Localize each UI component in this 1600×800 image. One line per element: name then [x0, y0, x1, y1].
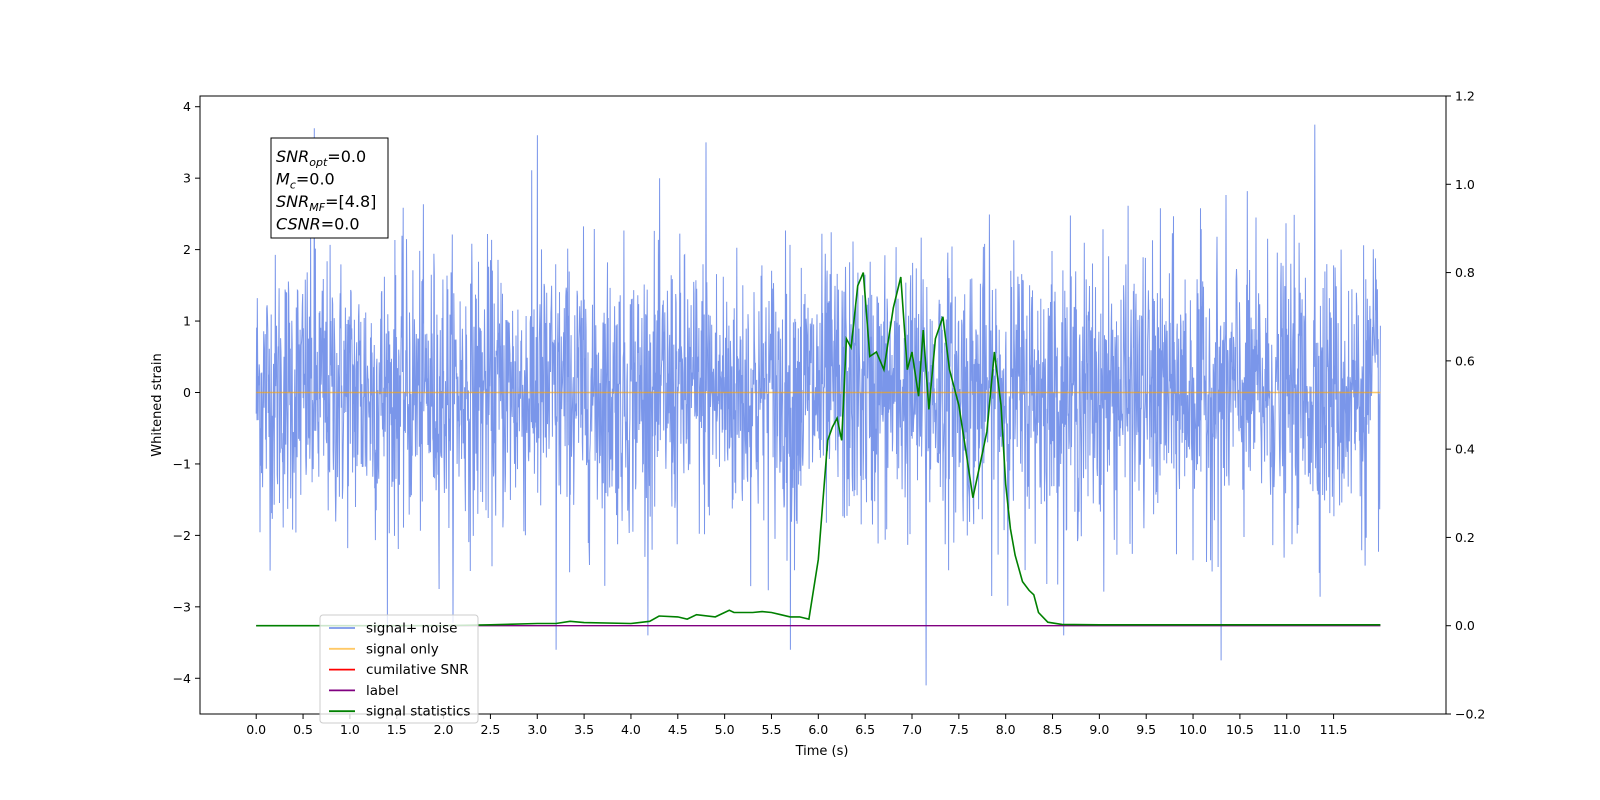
x-tick-label: 4.0 — [621, 722, 641, 737]
annotation-line: SNRopt=0.0 — [276, 147, 366, 169]
x-tick-label: 8.5 — [1043, 722, 1063, 737]
y-left-tick-label: −4 — [173, 671, 191, 686]
x-tick-label: 2.0 — [434, 722, 454, 737]
legend-entry: signal only — [366, 641, 439, 657]
y-right-tick-label: 0.4 — [1455, 442, 1475, 457]
annotation-symbol: M — [276, 170, 290, 189]
series-line-signal-noise — [255, 124, 1381, 686]
x-tick-label: 0.0 — [246, 722, 266, 737]
legend: signal+ noise signal only cumilative SNR la… — [319, 614, 479, 724]
y-left-tick-label: −3 — [173, 599, 191, 614]
y-left-tick-label: 1 — [183, 314, 191, 329]
annotation-value: =0.0 — [321, 215, 360, 234]
annotation-subscript: opt — [309, 156, 328, 169]
series-line-signal-statistics — [256, 272, 1381, 627]
y-axis-right: 1.2 1.0 0.8 0.6 0.4 0.2 0.0 −0.2 — [1446, 89, 1485, 722]
x-axis-label: Time (s) — [795, 744, 849, 759]
y-right-tick-label: 0.8 — [1455, 265, 1475, 280]
annotation-value: =0.0 — [327, 147, 366, 166]
x-tick-label: 5.5 — [762, 722, 782, 737]
x-tick-label: 9.5 — [1136, 722, 1156, 737]
y-left-tick-label: 0 — [183, 385, 191, 400]
x-tick-label: 2.5 — [480, 722, 500, 737]
y-right-tick-label: 0.2 — [1455, 530, 1475, 545]
y-left-tick-label: −1 — [173, 456, 191, 471]
x-tick-label: 5.0 — [715, 722, 735, 737]
y-right-tick-label: 0.6 — [1455, 353, 1475, 368]
y-right-tick-label: 1.2 — [1455, 89, 1475, 104]
annotation-value: =[4.8] — [325, 192, 376, 211]
x-tick-label: 11.0 — [1273, 722, 1301, 737]
x-tick-label: 8.0 — [996, 722, 1016, 737]
x-tick-label: 4.5 — [668, 722, 688, 737]
annotation-frame — [270, 137, 389, 239]
legend-frame — [319, 614, 479, 724]
annotation-line: CSNR=0.0 — [276, 215, 360, 234]
x-tick-label: 6.0 — [808, 722, 828, 737]
annotation-line: Mc=0.0 — [276, 170, 335, 192]
y-left-tick-label: −2 — [173, 528, 191, 543]
annotation-value: =0.0 — [296, 170, 335, 189]
annotation-subscript: MF — [309, 201, 325, 214]
legend-entry: signal statistics — [366, 704, 470, 720]
plot-frame — [199, 95, 1447, 715]
legend-entry: label — [366, 683, 399, 699]
y-right-tick-label: 1.0 — [1455, 177, 1475, 192]
x-tick-label: 7.5 — [949, 722, 969, 737]
x-tick-label: 9.0 — [1089, 722, 1109, 737]
x-tick-label: 7.0 — [902, 722, 922, 737]
annotation-subscript: c — [290, 179, 296, 192]
y-left-tick-label: 4 — [183, 99, 191, 114]
y-axis-left: 4 3 2 1 0 −1 −2 −3 −4 — [173, 99, 200, 686]
legend-entry: signal+ noise — [366, 621, 457, 637]
y-right-tick-label: 0.0 — [1455, 618, 1475, 633]
x-tick-label: 6.5 — [855, 722, 875, 737]
annotation-line: SNRMF=[4.8] — [276, 192, 376, 214]
x-tick-label: 3.0 — [527, 722, 547, 737]
legend-entry: cumilative SNR — [366, 662, 469, 678]
y-axis-label: Whitened strain — [150, 353, 165, 456]
annotation-symbol: CSNR — [276, 215, 321, 234]
annotation-symbol: SNR — [276, 192, 309, 211]
y-left-tick-label: 2 — [183, 242, 191, 257]
annotation-symbol: SNR — [276, 147, 309, 166]
y-left-tick-label: 3 — [183, 171, 191, 186]
x-tick-label: 1.5 — [387, 722, 407, 737]
x-tick-label: 3.5 — [574, 722, 594, 737]
series-signal-noise — [255, 124, 1381, 686]
y-right-tick-label: −0.2 — [1455, 707, 1485, 722]
x-tick-label: 11.5 — [1320, 722, 1348, 737]
x-axis: 0.0 0.5 1.0 1.5 2.0 2.5 3.0 3.5 4.0 4.5 5.0 5.5 6.0 6… — [246, 714, 1348, 737]
x-tick-label: 10.5 — [1226, 722, 1254, 737]
x-tick-label: 0.5 — [293, 722, 313, 737]
x-tick-label: 10.0 — [1179, 722, 1207, 737]
x-tick-label: 1.0 — [340, 722, 360, 737]
